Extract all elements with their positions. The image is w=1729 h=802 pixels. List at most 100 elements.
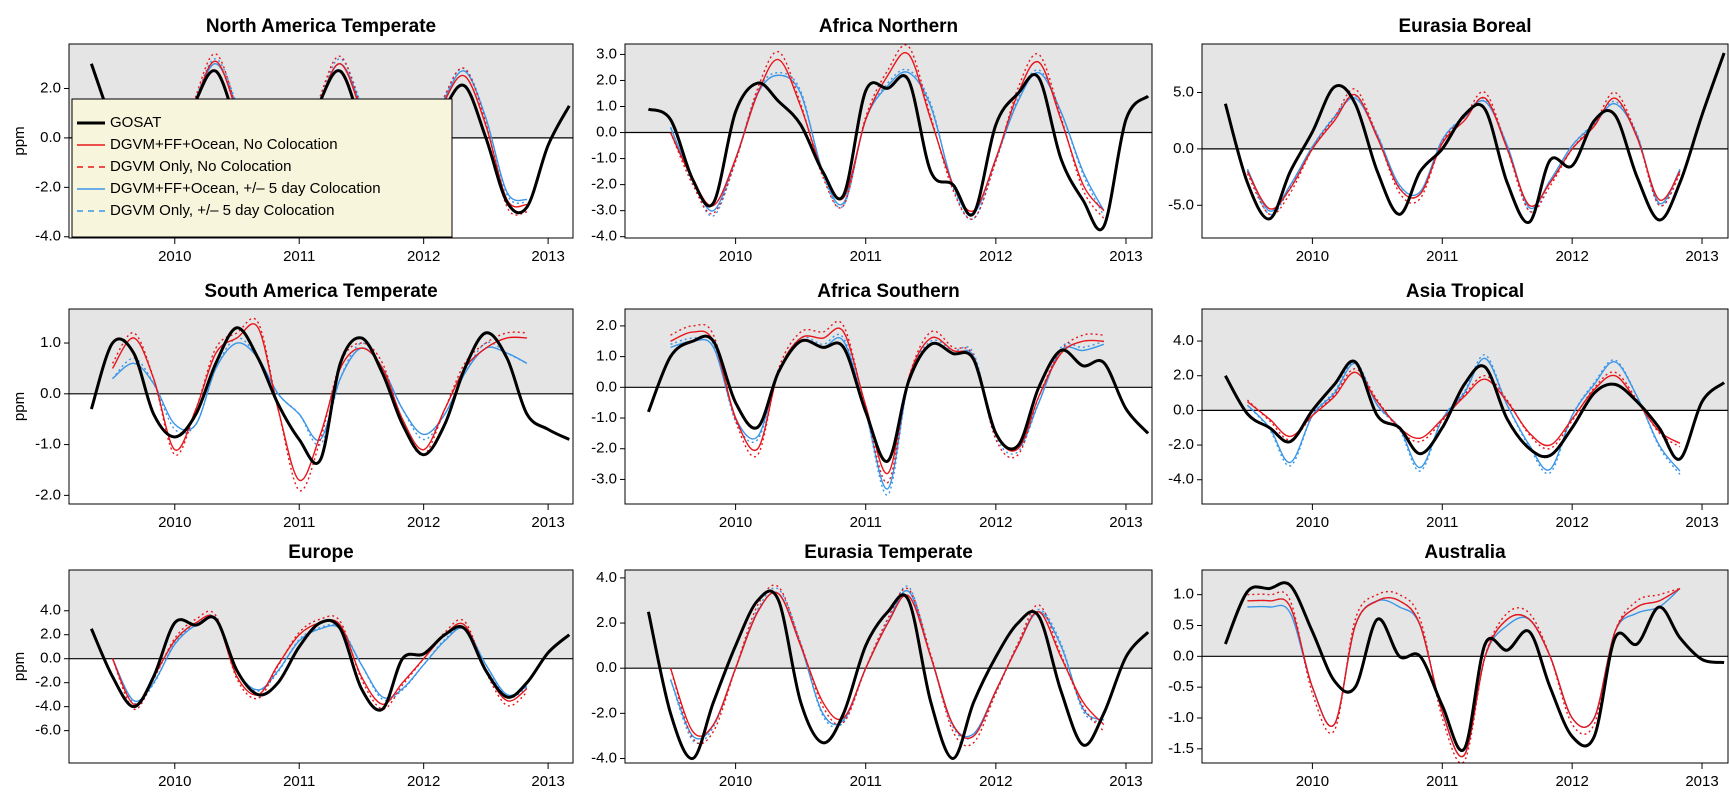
y-tick-label: 0.0: [1173, 647, 1194, 664]
series-group: [1224, 354, 1726, 475]
series-line: [1246, 354, 1681, 475]
y-tick-label: -1.5: [1168, 740, 1194, 757]
x-tick-label: 2012: [407, 514, 440, 531]
x-tick-label: 2010: [1296, 248, 1329, 265]
y-tick-label: -0.5: [1168, 678, 1194, 695]
legend-label: DGVM+FF+Ocean, +/– 5 day Colocation: [110, 180, 381, 197]
plot-frame: [68, 569, 574, 764]
series-line: [669, 52, 1105, 213]
series-line: [1246, 93, 1681, 210]
y-tick-label: 5.0: [1173, 83, 1194, 100]
series-line: [111, 323, 527, 481]
x-tick-label: 2012: [979, 514, 1012, 531]
series-line: [669, 591, 1105, 740]
y-tick-label: 1.0: [596, 97, 617, 114]
x-tick-label: 2010: [719, 248, 752, 265]
y-tick-label: -1.0: [591, 409, 617, 426]
x-tick-label: 2011: [1426, 248, 1458, 265]
panel: Eurasia Temperate -4.0 -2.0 0.0 2.0 4.0 2010 20…: [591, 542, 1153, 790]
series-line: [1247, 587, 1681, 763]
y-tick-label: 0.0: [1173, 401, 1194, 418]
x-tick-label: 2013: [1685, 514, 1718, 531]
legend-label: DGVM Only, No Colocation: [110, 158, 291, 175]
x-tick-label: 2012: [1555, 514, 1588, 531]
y-tick-label: 1.0: [1173, 586, 1194, 603]
plot-frame: [624, 43, 1153, 239]
y-tick-label: 4.0: [596, 569, 617, 586]
series-group: [1223, 52, 1726, 224]
y-tick-label: -2.0: [35, 178, 61, 195]
x-tick-label: 2011: [283, 514, 315, 531]
x-tick-label: 2013: [1109, 773, 1142, 790]
panel: Africa Southern -3.0 -2.0 -1.0 0.0 1.0 2.0 2010…: [591, 281, 1153, 531]
series-line: [1224, 359, 1726, 461]
x-tick-label: 2013: [1109, 514, 1142, 531]
x-tick-label: 2012: [407, 773, 440, 790]
y-tick-label: 0.5: [1173, 616, 1194, 633]
plot-frame: [624, 569, 1153, 764]
x-tick-label: 2011: [850, 773, 882, 790]
x-tick-label: 2010: [719, 514, 752, 531]
x-tick-label: 2011: [283, 248, 315, 265]
series-line: [111, 616, 528, 703]
series-line: [669, 68, 1105, 220]
x-tick-label: 2011: [1426, 773, 1458, 790]
y-tick-label: -6.0: [35, 722, 61, 739]
x-tick-label: 2013: [531, 248, 564, 265]
y-tick-label: -2.0: [591, 440, 617, 457]
series-group: [647, 320, 1150, 496]
panel-title: Europe: [288, 542, 353, 563]
x-tick-label: 2013: [1109, 248, 1142, 265]
positive-shading: [69, 309, 573, 394]
plot-frame: [1201, 569, 1729, 764]
positive-shading: [1202, 44, 1728, 149]
y-tick-label: -4.0: [1168, 471, 1194, 488]
y-tick-label: 0.0: [596, 378, 617, 395]
y-tick-label: 1.0: [596, 348, 617, 365]
legend-label: GOSAT: [110, 114, 161, 131]
y-tick-label: 2.0: [40, 79, 61, 96]
y-tick-label: 2.0: [596, 317, 617, 334]
y-tick-label: -2.0: [591, 704, 617, 721]
panel: Asia Tropical -4.0 -2.0 0.0 2.0 4.0 2010 2011 20…: [1168, 281, 1729, 531]
y-tick-label: 4.0: [40, 602, 61, 619]
legend-box: [71, 98, 453, 238]
x-tick-label: 2010: [1296, 773, 1329, 790]
series-line: [646, 589, 1150, 760]
y-tick-label: -1.0: [35, 436, 61, 453]
panel-title: North America Temperate: [206, 16, 436, 37]
x-tick-label: 2010: [158, 773, 191, 790]
x-tick-label: 2010: [1296, 514, 1329, 531]
y-tick-label: 0.0: [40, 650, 61, 667]
panel-title: Asia Tropical: [1406, 281, 1524, 302]
y-tick-label: -2.0: [35, 486, 61, 503]
series-line: [1223, 52, 1726, 224]
panel: Africa Northern -4.0 -3.0 -2.0 -1.0 0.0 1.0 2.0…: [591, 16, 1153, 265]
y-tick-label: -4.0: [35, 228, 61, 245]
series-line: [647, 334, 1150, 463]
panel-title: Africa Northern: [819, 16, 958, 37]
y-tick-label: 2.0: [596, 614, 617, 631]
series-line: [1246, 357, 1681, 472]
series-line: [1247, 371, 1681, 447]
y-tick-label: 4.0: [1173, 332, 1194, 349]
series-line: [111, 53, 528, 217]
x-tick-label: 2010: [158, 248, 191, 265]
positive-shading: [69, 570, 573, 659]
y-tick-label: 0.0: [40, 129, 61, 146]
series-line: [89, 326, 570, 465]
y-tick-label: -2.0: [35, 674, 61, 691]
panel-title: Eurasia Boreal: [1398, 16, 1531, 37]
panel-title: Africa Southern: [817, 281, 960, 302]
y-tick-label: -1.0: [1168, 709, 1194, 726]
x-tick-label: 2013: [1685, 248, 1718, 265]
series-line: [1247, 587, 1681, 758]
plot-frame: [624, 308, 1153, 505]
positive-shading: [625, 570, 1152, 669]
panel: North America Temperate ppm -4.0 -2.0 0.0 2.0…: [11, 16, 574, 265]
plot-frame: [1201, 308, 1729, 505]
y-tick-label: -3.0: [591, 470, 617, 487]
series-group: [90, 610, 571, 712]
y-tick-label: 0.0: [1173, 140, 1194, 157]
y-tick-label: -4.0: [591, 228, 617, 245]
